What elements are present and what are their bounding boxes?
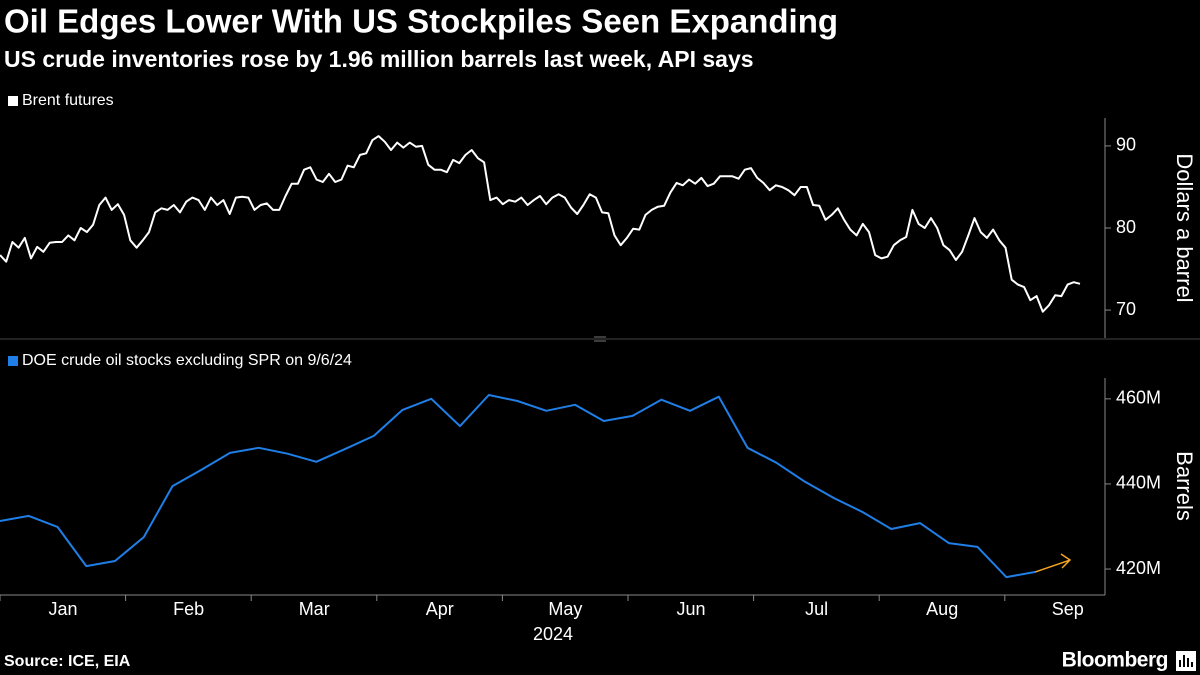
x-tick-label: Apr <box>426 599 454 619</box>
y-tick-label: 460M <box>1116 388 1161 408</box>
title: Oil Edges Lower With US Stockpiles Seen … <box>4 3 838 40</box>
x-axis-label: 2024 <box>533 624 573 644</box>
logo: Bloomberg <box>1062 649 1168 672</box>
y-axis-label: Barrels <box>1172 451 1197 521</box>
x-tick-label: Aug <box>926 599 958 619</box>
x-tick-label: Sep <box>1052 599 1084 619</box>
x-tick-label: Jul <box>805 599 828 619</box>
y-tick-label: 90 <box>1116 135 1136 155</box>
series-line <box>0 394 1036 579</box>
y-tick-label: 80 <box>1116 217 1136 237</box>
y-axis-label: Dollars a barrel <box>1172 153 1197 302</box>
legend-label: DOE crude oil stocks excluding SPR on 9/… <box>22 352 352 369</box>
x-tick-label: Mar <box>299 599 330 619</box>
x-tick-label: Jan <box>48 599 77 619</box>
logo-icon-bars <box>1179 655 1193 667</box>
subtitle: US crude inventories rose by 1.96 millio… <box>4 46 754 72</box>
legend-swatch <box>8 96 18 106</box>
x-tick-label: Feb <box>173 599 204 619</box>
series-line <box>0 135 1081 313</box>
y-tick-label: 70 <box>1116 299 1136 319</box>
source: Source: ICE, EIA <box>4 653 131 670</box>
x-tick-label: May <box>548 599 582 619</box>
y-tick-label: 440M <box>1116 473 1161 493</box>
y-tick-label: 420M <box>1116 558 1161 578</box>
legend-swatch <box>8 356 18 366</box>
legend-label: Brent futures <box>22 92 114 109</box>
projection-arrow <box>1034 553 1072 573</box>
x-tick-label: Jun <box>676 599 705 619</box>
